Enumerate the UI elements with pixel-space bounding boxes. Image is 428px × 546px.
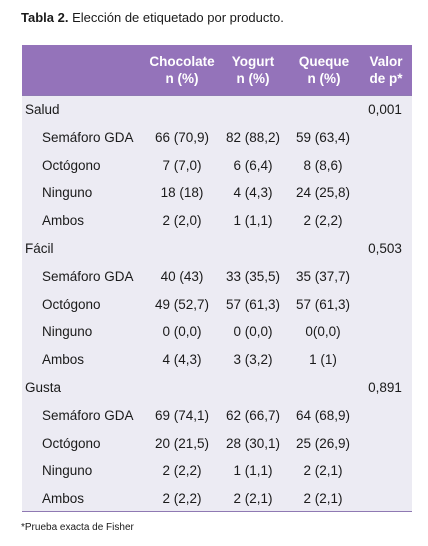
cell-yogurt: 2 (2,1) (233, 491, 273, 507)
cell-chocolate: 2 (2,2) (162, 463, 202, 479)
p-value: 0,503 (368, 241, 402, 256)
cell-chocolate: 49 (52,7) (154, 296, 210, 312)
group-label: Gusta (25, 380, 62, 395)
table-row: Ninguno 18 (18) 4 (4,3) 24 (25,8) (22, 179, 412, 207)
p-value: 0,891 (368, 380, 402, 395)
header-chocolate: Chocolate n (%) (149, 54, 215, 86)
header-yogurt: Yogurt n (%) (231, 54, 275, 86)
cell-yogurt: 1 (1,1) (233, 463, 273, 479)
group-label: Fácil (25, 241, 54, 256)
cell-queque: 0(0,0) (305, 324, 341, 340)
cell-yogurt: 57 (61,3) (225, 296, 281, 312)
row-label: Ambos (42, 352, 85, 368)
cell-chocolate: 69 (74,1) (154, 407, 210, 423)
cell-queque: 2 (2,1) (303, 491, 343, 507)
table-row: Semáforo GDA 69 (74,1) 62 (66,7) 64 (68,9) (22, 402, 412, 430)
cell-yogurt: 62 (66,7) (225, 407, 281, 423)
cell-yogurt: 4 (4,3) (233, 185, 273, 201)
cell-queque: 2 (2,1) (303, 463, 343, 479)
cell-chocolate: 20 (21,5) (154, 435, 210, 451)
cell-chocolate: 0 (0,0) (162, 324, 202, 340)
cell-chocolate: 66 (70,9) (154, 129, 210, 145)
group-row: Fácil 0,503 (22, 235, 412, 263)
group-row: Gusta 0,891 (22, 374, 412, 402)
cell-queque: 2 (2,2) (303, 213, 343, 229)
table: Chocolate n (%) Yogurt n (%) Queque n (%… (22, 45, 412, 512)
cell-yogurt: 6 (6,4) (233, 157, 273, 173)
header-divider (22, 95, 412, 96)
cell-queque: 24 (25,8) (295, 185, 351, 201)
cell-yogurt: 1 (1,1) (233, 213, 273, 229)
row-label: Ninguno (42, 185, 93, 201)
table-row: Ninguno 2 (2,2) 1 (1,1) 2 (2,1) (22, 457, 412, 485)
row-label: Ninguno (42, 463, 93, 479)
cell-chocolate: 2 (2,2) (162, 491, 202, 507)
cell-yogurt: 3 (3,2) (233, 352, 273, 368)
table-number: Tabla 2. (21, 10, 69, 25)
bottom-divider (22, 511, 412, 512)
table-row: Semáforo GDA 40 (43) 33 (35,5) 35 (37,7) (22, 263, 412, 291)
cell-queque: 1 (1) (309, 352, 337, 368)
row-label: Semáforo GDA (42, 268, 134, 284)
row-label: Semáforo GDA (42, 407, 134, 423)
cell-queque: 8 (8,6) (303, 157, 343, 173)
row-label: Octógono (42, 296, 101, 312)
table-row: Octógono 7 (7,0) 6 (6,4) 8 (8,6) (22, 152, 412, 180)
table-row: Ambos 4 (4,3) 3 (3,2) 1 (1) (22, 346, 412, 374)
cell-queque: 25 (26,9) (295, 435, 351, 451)
table-row: Ninguno 0 (0,0) 0 (0,0) 0(0,0) (22, 318, 412, 346)
cell-chocolate: 40 (43) (160, 268, 204, 284)
table-caption: Tabla 2. Elección de etiquetado por prod… (21, 9, 284, 27)
row-label: Ambos (42, 491, 85, 507)
table-header: Chocolate n (%) Yogurt n (%) Queque n (%… (22, 45, 412, 95)
table-title: Elección de etiquetado por producto. (72, 10, 284, 25)
cell-queque: 59 (63,4) (295, 129, 351, 145)
footnote: *Prueba exacta de Fisher (21, 522, 134, 533)
cell-chocolate: 2 (2,0) (162, 213, 202, 229)
cell-chocolate: 18 (18) (160, 185, 204, 201)
table-row: Octógono 49 (52,7) 57 (61,3) 57 (61,3) (22, 291, 412, 319)
cell-queque: 57 (61,3) (295, 296, 351, 312)
cell-yogurt: 82 (88,2) (225, 129, 281, 145)
group-label: Salud (25, 102, 60, 117)
table-row: Semáforo GDA 66 (70,9) 82 (88,2) 59 (63,4) (22, 124, 412, 152)
cell-yogurt: 0 (0,0) (233, 324, 273, 340)
cell-yogurt: 28 (30,1) (225, 435, 281, 451)
cell-queque: 64 (68,9) (295, 407, 351, 423)
header-p-value: Valor de p* (369, 54, 403, 86)
row-label: Semáforo GDA (42, 129, 134, 145)
table-row: Ambos 2 (2,0) 1 (1,1) 2 (2,2) (22, 207, 412, 235)
row-label: Ninguno (42, 324, 93, 340)
row-label: Ambos (42, 213, 85, 229)
table-row: Ambos 2 (2,2) 2 (2,1) 2 (2,1) (22, 485, 412, 513)
cell-yogurt: 33 (35,5) (225, 268, 281, 284)
header-queque: Queque n (%) (298, 54, 350, 86)
cell-queque: 35 (37,7) (295, 268, 351, 284)
table-row: Octógono 20 (21,5) 28 (30,1) 25 (26,9) (22, 430, 412, 458)
group-row: Salud 0,001 (22, 96, 412, 124)
row-label: Octógono (42, 157, 101, 173)
p-value: 0,001 (368, 102, 402, 117)
row-label: Octógono (42, 435, 101, 451)
cell-chocolate: 4 (4,3) (162, 352, 202, 368)
cell-chocolate: 7 (7,0) (162, 157, 202, 173)
